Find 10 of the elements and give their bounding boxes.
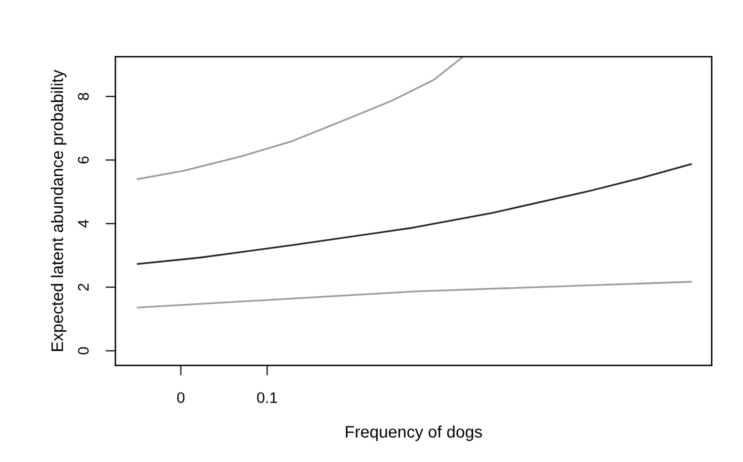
y-tick-label: 0	[78, 347, 89, 354]
line-series	[136, 56, 464, 180]
x-tick-label: 0.1	[257, 392, 278, 404]
x-axis-title: Frequency of dogs	[346, 425, 482, 442]
y-tick-label: 8	[78, 92, 89, 100]
line-series	[136, 163, 692, 265]
y-tick-label: 4	[78, 220, 89, 228]
y-axis-title: Expected latent abundance probability	[50, 70, 66, 351]
y-tick-label: 6	[78, 156, 89, 164]
y-tick-label: 2	[78, 284, 89, 291]
